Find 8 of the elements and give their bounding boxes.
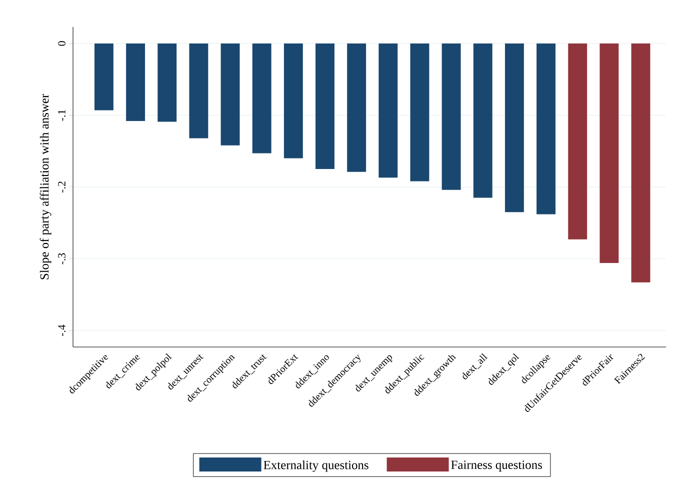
y-tick-label: -.3 — [58, 253, 66, 264]
y-tick-label: -.1 — [58, 110, 66, 121]
y-tick-label: -.2 — [58, 182, 66, 193]
y-axis-title: Slope of party affiliation with answer — [40, 94, 52, 280]
legend-label: Externality questions — [264, 460, 368, 472]
legend-label: Fairness questions — [451, 460, 542, 472]
y-tick-label: -.4 — [58, 324, 66, 336]
y-tick-label: 0 — [58, 41, 66, 46]
